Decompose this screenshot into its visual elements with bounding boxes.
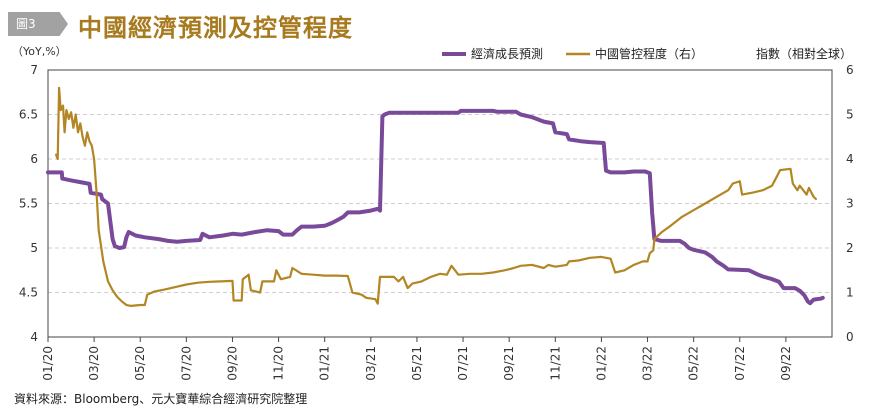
legend-label-forecast: 經濟成長預測 bbox=[471, 46, 543, 61]
x-tick-label: 07/20 bbox=[179, 346, 193, 381]
y-left-tick-label: 5 bbox=[30, 241, 38, 255]
x-tick-label: 09/21 bbox=[502, 346, 516, 381]
y-right-tick-label: 2 bbox=[846, 241, 854, 255]
legend: 經濟成長預測 中國管控程度（右） bbox=[442, 46, 703, 61]
y-left-tick-label: 4 bbox=[30, 330, 38, 344]
plot-frame bbox=[47, 69, 833, 338]
legend-label-control: 中國管控程度（右） bbox=[595, 46, 703, 61]
x-tick-label: 05/20 bbox=[133, 346, 147, 381]
series-line-forecast bbox=[46, 108, 825, 306]
y-right-axis-title: 指數（相對全球） bbox=[756, 46, 852, 61]
y-left-tick-label: 6 bbox=[30, 152, 38, 166]
y-left-tick-label: 4.5 bbox=[19, 286, 38, 300]
y-right-tick-label: 5 bbox=[846, 108, 854, 122]
x-tick-label: 11/21 bbox=[548, 346, 562, 381]
y-right-tick-label: 4 bbox=[846, 152, 854, 166]
y-right-tick-label: 1 bbox=[846, 286, 854, 300]
y-right-tick-label: 3 bbox=[846, 197, 854, 211]
y-left-axis-title: （YoY,%） bbox=[12, 45, 67, 58]
x-tick-label: 11/20 bbox=[272, 346, 286, 381]
x-tick-label: 09/20 bbox=[225, 346, 239, 381]
series-lines bbox=[46, 86, 825, 307]
chart-title: 中國經濟預測及控管程度 bbox=[78, 13, 353, 42]
x-tick-label: 03/20 bbox=[87, 346, 101, 381]
grid-lines bbox=[48, 114, 832, 293]
x-tick-label: 09/22 bbox=[779, 346, 793, 381]
figure-header: 圖3 中國經濟預測及控管程度 bbox=[8, 6, 608, 42]
x-tick-label: 01/22 bbox=[594, 346, 608, 381]
y-axis-left: 4 4.5 5 5.5 6 6.5 7 bbox=[19, 63, 38, 344]
x-tick-label: 01/20 bbox=[41, 346, 55, 381]
y-right-tick-label: 0 bbox=[846, 330, 854, 344]
source-note: 資料來源：Bloomberg、元大寶華綜合經濟研究院整理 bbox=[14, 392, 308, 406]
x-tick-label: 07/21 bbox=[456, 346, 470, 381]
y-left-tick-label: 7 bbox=[30, 63, 38, 77]
x-tick-label: 05/21 bbox=[410, 346, 424, 381]
line-chart: 4 4.5 5 5.5 6 6.5 7 0 1 2 3 4 5 6 01/20 03/20 05/20 07/… bbox=[12, 45, 854, 381]
x-tick-label: 03/22 bbox=[641, 346, 655, 381]
x-tick-label: 01/21 bbox=[318, 346, 332, 381]
y-right-tick-label: 6 bbox=[846, 63, 854, 77]
series-line-control bbox=[55, 86, 817, 307]
plot-border bbox=[47, 69, 833, 338]
y-left-tick-label: 5.5 bbox=[19, 197, 38, 211]
y-left-tick-label: 6.5 bbox=[19, 108, 38, 122]
x-axis: 01/20 03/20 05/20 07/20 09/20 11/20 01/21 03/21… bbox=[41, 337, 793, 381]
figure-number-badge: 圖3 bbox=[8, 12, 68, 36]
x-tick-label: 05/22 bbox=[687, 346, 701, 381]
y-axis-right: 0 1 2 3 4 5 6 bbox=[846, 63, 854, 344]
x-tick-label: 07/22 bbox=[733, 346, 747, 381]
x-tick-label: 03/21 bbox=[364, 346, 378, 381]
